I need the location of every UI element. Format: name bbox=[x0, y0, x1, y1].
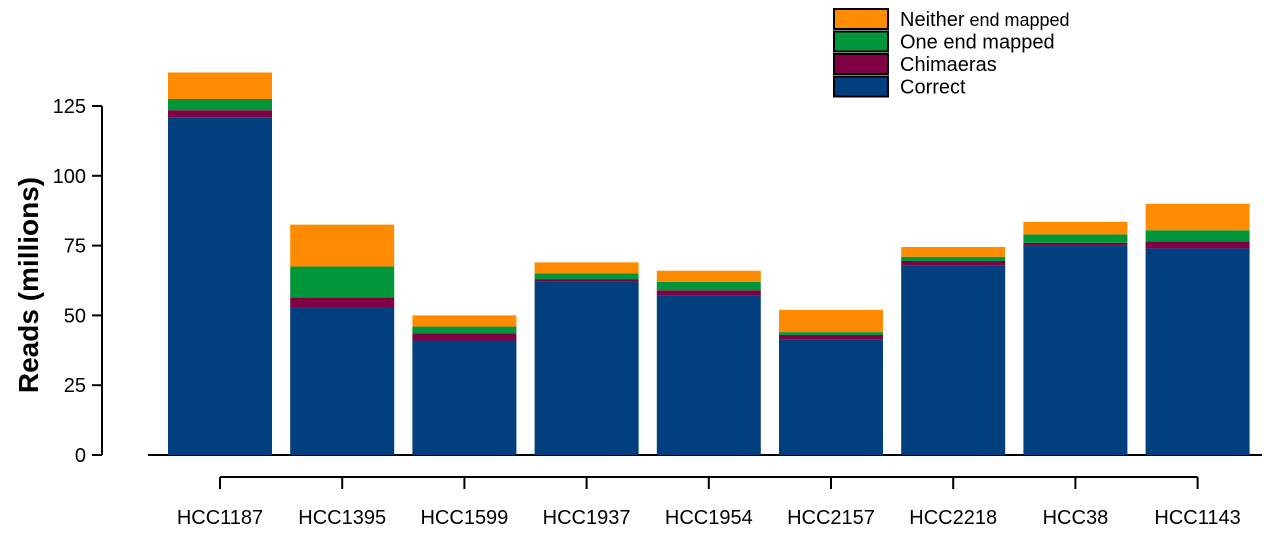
bar-segment-chimaeras bbox=[168, 110, 272, 118]
bar-segment-one-end-mapped bbox=[168, 99, 272, 111]
legend-item: Chimaeras bbox=[833, 53, 997, 76]
bar-segment-neither-end-mapped bbox=[168, 72, 272, 100]
bar-segment-one-end-mapped bbox=[1023, 234, 1128, 243]
x-tick-label: HCC1599 bbox=[420, 507, 508, 529]
y-axis: 0 25 50 75 100 125 bbox=[53, 96, 103, 467]
x-tick-label: HCC1187 bbox=[177, 507, 263, 529]
bar-segment-neither-end-mapped bbox=[779, 309, 883, 333]
legend-label-main: Chimaeras bbox=[900, 54, 997, 76]
bar-segment-chimaeras bbox=[534, 279, 639, 282]
x-tick-label: HCC38 bbox=[1043, 507, 1109, 529]
legend-swatch bbox=[833, 75, 889, 98]
x-tick-label: HCC1395 bbox=[298, 507, 386, 529]
x-tick-label: HCC1937 bbox=[543, 507, 631, 529]
bar-segment-chimaeras bbox=[901, 260, 1006, 266]
bar-stack-hcc38 bbox=[1023, 221, 1128, 455]
y-tick-label: 75 bbox=[64, 236, 86, 258]
bar-segment-correct bbox=[168, 117, 272, 455]
bar-segment-correct bbox=[412, 340, 517, 455]
bar-stack-hcc1395 bbox=[290, 224, 395, 455]
bar-segment-correct bbox=[534, 281, 639, 455]
y-axis-label: Reads (millions) bbox=[13, 177, 44, 393]
bar-stack-hcc1143 bbox=[1145, 203, 1250, 455]
legend-label: Chimaeras bbox=[900, 54, 997, 76]
legend-label: Neither end mapped bbox=[900, 9, 1070, 31]
legend-label-main: One end mapped bbox=[900, 32, 1055, 54]
bar-segment-chimaeras bbox=[412, 333, 517, 341]
bar-segment-chimaeras bbox=[1145, 241, 1250, 249]
bar-segment-correct bbox=[901, 265, 1006, 455]
bar-segment-neither-end-mapped bbox=[534, 262, 639, 274]
bar-segment-neither-end-mapped bbox=[1023, 221, 1128, 235]
bar-segment-one-end-mapped bbox=[290, 266, 395, 298]
bar-stack-hcc1937 bbox=[534, 262, 639, 455]
bar-segment-neither-end-mapped bbox=[656, 270, 761, 282]
bar-stack-hcc1954 bbox=[656, 270, 761, 455]
bar-segment-correct bbox=[1023, 245, 1128, 455]
bar-segment-neither-end-mapped bbox=[290, 224, 395, 267]
bar-segment-correct bbox=[1145, 248, 1250, 455]
legend-item: Correct bbox=[833, 75, 966, 99]
bar-segment-chimaeras bbox=[1023, 242, 1128, 246]
bar-stack-hcc2157 bbox=[779, 309, 883, 455]
bar-segment-chimaeras bbox=[290, 297, 395, 308]
bar-segment-correct bbox=[290, 307, 395, 455]
legend-label-main: Correct bbox=[900, 77, 966, 99]
bar-segment-correct bbox=[779, 339, 883, 455]
legend-label-rest: end mapped bbox=[964, 10, 1069, 30]
bar-segment-one-end-mapped bbox=[656, 281, 761, 291]
legend-swatch bbox=[833, 8, 889, 30]
y-tick-label: 125 bbox=[53, 96, 86, 118]
bar-stack-hcc1187 bbox=[168, 72, 272, 455]
bar-segment-neither-end-mapped bbox=[901, 246, 1006, 257]
legend-swatch bbox=[833, 30, 889, 53]
bars bbox=[168, 72, 1250, 455]
x-tick-label: HCC1143 bbox=[1154, 507, 1240, 529]
x-tick-label: HCC2157 bbox=[787, 507, 875, 529]
legend-label: One end mapped bbox=[900, 32, 1055, 54]
legend-label-main: Neither bbox=[900, 9, 965, 31]
y-tick-label: 100 bbox=[53, 166, 86, 188]
bar-segment-one-end-mapped bbox=[412, 326, 517, 334]
x-tick-label: HCC2218 bbox=[909, 507, 997, 529]
bar-segment-correct bbox=[656, 295, 761, 455]
y-tick-label: 0 bbox=[75, 445, 86, 467]
bar-segment-chimaeras bbox=[656, 290, 761, 296]
x-tick-label: HCC1954 bbox=[665, 507, 753, 529]
bar-segment-one-end-mapped bbox=[1145, 230, 1250, 242]
bar-segment-chimaeras bbox=[779, 334, 883, 340]
bar-stack-hcc2218 bbox=[901, 246, 1006, 455]
bar-segment-one-end-mapped bbox=[901, 256, 1006, 261]
bar-segment-one-end-mapped bbox=[534, 273, 639, 280]
x-axis: HCC1187 HCC1395 HCC1599 HCC1937 HCC1954 HCC21… bbox=[148, 454, 1262, 529]
legend-label: Correct bbox=[900, 77, 966, 99]
bar-segment-neither-end-mapped bbox=[1145, 203, 1250, 231]
bar-stack-hcc1599 bbox=[412, 315, 517, 455]
legend-swatch bbox=[833, 53, 889, 75]
bar-segment-neither-end-mapped bbox=[412, 315, 517, 327]
bar-segment-one-end-mapped bbox=[779, 332, 883, 335]
legend-item: One end mapped bbox=[833, 30, 1055, 54]
y-tick-label: 50 bbox=[64, 305, 86, 327]
y-tick-label: 25 bbox=[64, 375, 86, 397]
legend-item: Neither end mapped bbox=[833, 8, 1070, 31]
